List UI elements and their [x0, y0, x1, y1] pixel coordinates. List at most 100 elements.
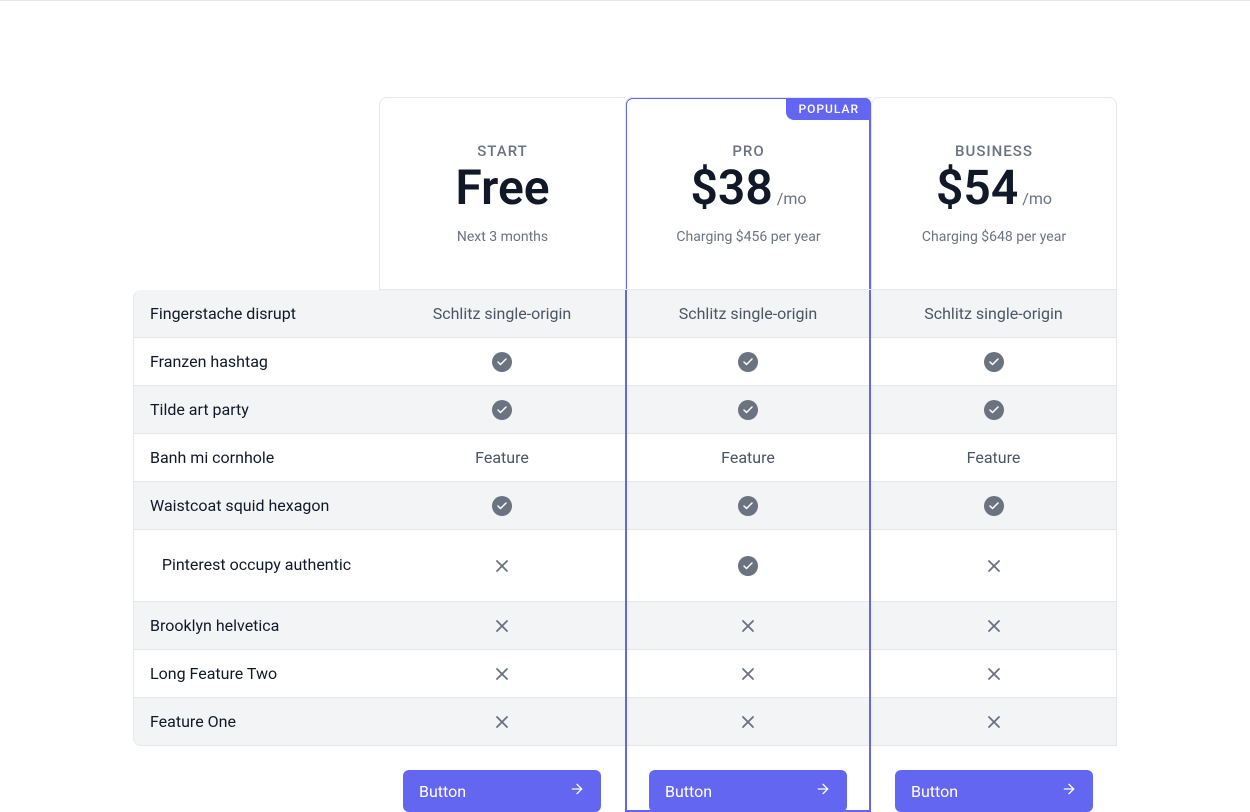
x-icon: [984, 712, 1004, 732]
plan-feature-cell: [871, 530, 1117, 602]
x-icon: [738, 664, 758, 684]
plan-price-row: $54/mo: [936, 162, 1052, 215]
plan-feature-cell: [625, 530, 871, 602]
plan-feature-cell: Feature: [625, 434, 871, 482]
plan-tier-name: PRO: [732, 142, 764, 160]
plan-header: START Free Next 3 months: [379, 97, 625, 290]
feature-label: Tilde art party: [133, 386, 379, 434]
popular-badge: POPULAR: [786, 98, 871, 120]
plan-feature-cell: Schlitz single-origin: [871, 290, 1117, 338]
feature-label: Waistcoat squid hexagon: [133, 482, 379, 530]
check-icon: [738, 556, 758, 576]
plan-footer: Button: [625, 746, 871, 812]
check-icon: [738, 400, 758, 420]
feature-label: Brooklyn helvetica: [133, 602, 379, 650]
x-icon: [492, 556, 512, 576]
feature-label: Banh mi cornhole: [133, 434, 379, 482]
plan-feature-cell: [871, 650, 1117, 698]
feature-cell-text: Schlitz single-origin: [433, 304, 572, 323]
plan-tier-name: BUSINESS: [955, 142, 1033, 160]
plan-feature-cell: Schlitz single-origin: [379, 290, 625, 338]
plan-select-button[interactable]: Button: [895, 770, 1093, 812]
check-icon: [492, 496, 512, 516]
plan-feature-cell: [625, 386, 871, 434]
plan-feature-cell: [625, 650, 871, 698]
plan-feature-cell: Schlitz single-origin: [625, 290, 871, 338]
plan-feature-cell: [625, 698, 871, 746]
x-icon: [984, 556, 1004, 576]
plan-feature-cell: [871, 338, 1117, 386]
arrow-right-icon: [1061, 781, 1077, 801]
plan-header: BUSINESS $54/mo Charging $648 per year: [871, 97, 1117, 290]
x-icon: [738, 616, 758, 636]
plan-header: POPULAR PRO $38/mo Charging $456 per year: [625, 97, 871, 290]
check-icon: [492, 400, 512, 420]
plan-feature-cell: [871, 386, 1117, 434]
feature-cell-text: Feature: [967, 448, 1021, 467]
plan-feature-cell: [871, 698, 1117, 746]
plan-button-label: Button: [911, 782, 958, 801]
plan-tier-name: START: [477, 142, 528, 160]
plan-column-pro: POPULAR PRO $38/mo Charging $456 per year Sc…: [625, 97, 871, 812]
feature-label: Feature One: [133, 698, 379, 746]
plan-button-label: Button: [419, 782, 466, 801]
plan-feature-cell: [379, 386, 625, 434]
x-icon: [492, 712, 512, 732]
plan-price-period: /mo: [777, 189, 807, 208]
plan-subtext: Charging $648 per year: [922, 229, 1066, 245]
pricing-table: Fingerstache disruptFranzen hashtagTilde…: [133, 97, 1117, 812]
plan-subtext: Charging $456 per year: [676, 229, 820, 245]
feature-label: Pinterest occupy authentic: [133, 530, 379, 602]
feature-label: Fingerstache disrupt: [133, 290, 379, 338]
plan-price: $38: [690, 162, 772, 215]
feature-cell-text: Schlitz single-origin: [924, 304, 1063, 323]
plan-select-button[interactable]: Button: [403, 770, 601, 812]
x-icon: [492, 664, 512, 684]
x-icon: [984, 664, 1004, 684]
plan-feature-cell: Feature: [871, 434, 1117, 482]
plan-feature-cell: [379, 650, 625, 698]
plan-feature-cell: [379, 482, 625, 530]
feature-labels-column: Fingerstache disruptFranzen hashtagTilde…: [133, 97, 379, 812]
plan-feature-cell: Feature: [379, 434, 625, 482]
plan-footer: Button: [379, 746, 625, 812]
plan-footer: Button: [871, 746, 1117, 812]
feature-cell-text: Feature: [475, 448, 529, 467]
check-icon: [984, 496, 1004, 516]
plan-price-row: $38/mo: [690, 162, 806, 215]
plan-subtext: Next 3 months: [457, 229, 548, 245]
check-icon: [738, 496, 758, 516]
feature-cell-text: Schlitz single-origin: [679, 304, 818, 323]
plan-feature-cell: [379, 602, 625, 650]
plan-price-row: Free: [455, 162, 549, 215]
feature-cell-text: Feature: [721, 448, 775, 467]
x-icon: [738, 712, 758, 732]
x-icon: [492, 616, 512, 636]
plan-feature-cell: [871, 482, 1117, 530]
plan-price: Free: [455, 162, 549, 215]
check-icon: [492, 352, 512, 372]
plan-column-business: BUSINESS $54/mo Charging $648 per year Schl…: [871, 97, 1117, 812]
plan-feature-cell: [871, 602, 1117, 650]
labels-footer-spacer: [133, 746, 379, 770]
plan-button-label: Button: [665, 782, 712, 801]
x-icon: [984, 616, 1004, 636]
labels-header-spacer: [133, 97, 379, 290]
plan-feature-cell: [379, 698, 625, 746]
feature-label: Long Feature Two: [133, 650, 379, 698]
arrow-right-icon: [815, 781, 831, 801]
plan-feature-cell: [625, 338, 871, 386]
plan-feature-cell: [625, 602, 871, 650]
check-icon: [738, 352, 758, 372]
check-icon: [984, 400, 1004, 420]
plan-feature-cell: [379, 338, 625, 386]
feature-label: Franzen hashtag: [133, 338, 379, 386]
plan-feature-cell: [625, 482, 871, 530]
plan-feature-cell: [379, 530, 625, 602]
arrow-right-icon: [569, 781, 585, 801]
plan-price-period: /mo: [1022, 189, 1052, 208]
check-icon: [984, 352, 1004, 372]
plan-price: $54: [936, 162, 1018, 215]
plan-select-button[interactable]: Button: [649, 770, 847, 812]
plan-column-start: START Free Next 3 months Schlitz single-ori…: [379, 97, 625, 812]
